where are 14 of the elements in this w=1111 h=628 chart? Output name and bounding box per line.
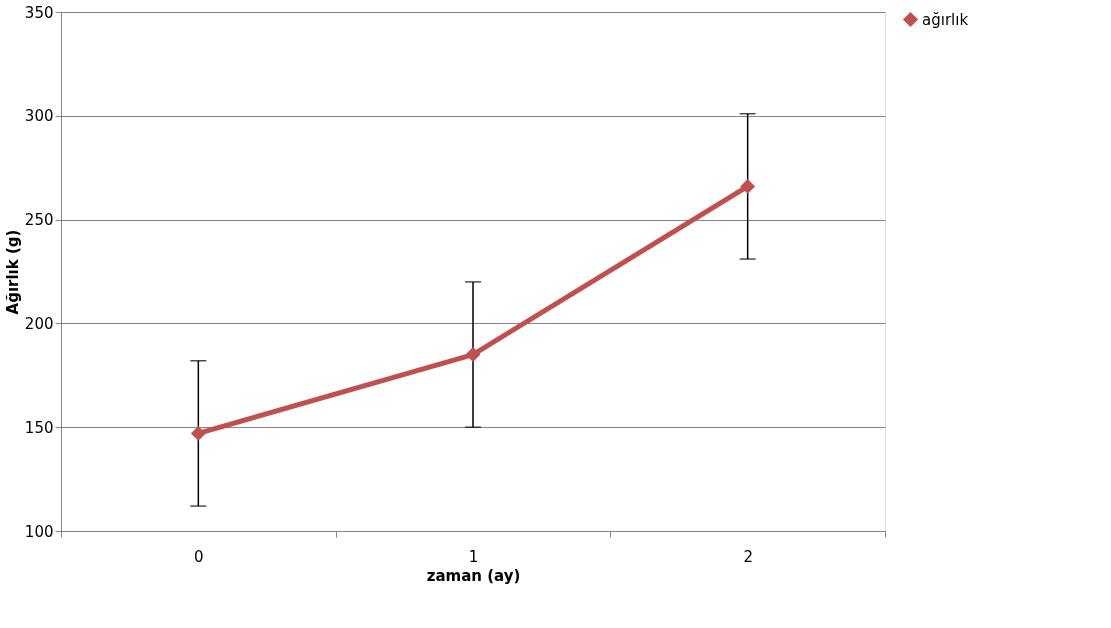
x-axis-title: zaman (ay) [426,566,521,585]
x-tick-label: 1 [468,547,479,566]
y-tick-label: 300 [24,107,54,126]
point [740,178,756,194]
x-tick-label: 2 [743,547,753,566]
x-tick-label: 0 [194,547,204,566]
y-tick-label: 100 [24,522,54,541]
y-tick-label: 150 [24,418,54,437]
point [190,426,206,441]
legend-label: ağırlık [922,10,969,29]
y-tick-label: 200 [24,314,54,333]
y-tick-label: 350 [24,3,54,22]
y-tick-label: 250 [24,211,54,230]
y-axis-title: Ağırlık (g) [3,229,22,315]
